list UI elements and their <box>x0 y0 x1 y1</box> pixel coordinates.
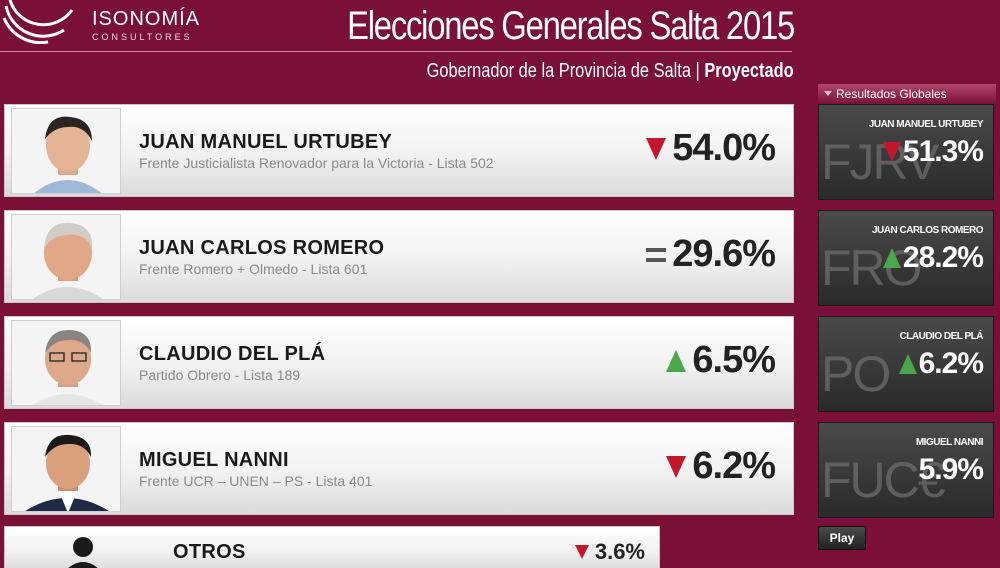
trend-up-icon <box>882 248 901 268</box>
global-result-delpla[interactable]: PO CLAUDIO DEL PLÁ 6.2% <box>818 316 994 412</box>
global-result-value: 6.2% <box>898 347 984 381</box>
global-result-name: MIGUEL NANNI <box>915 437 984 448</box>
trend-down-icon <box>882 142 901 162</box>
global-result-percent: 6.2% <box>918 347 984 380</box>
trend-down-icon <box>574 545 589 559</box>
trend-down-icon <box>666 455 687 478</box>
candidate-result: 6.2% <box>666 445 776 488</box>
global-result-value: 28.2% <box>882 241 984 275</box>
global-result-name: CLAUDIO DEL PLÁ <box>899 331 984 342</box>
candidate-photo <box>11 320 121 406</box>
global-result-name: JUAN CARLOS ROMERO <box>871 225 984 236</box>
candidate-percent: 6.2% <box>692 445 776 487</box>
candidate-result: 54.0% <box>646 127 776 170</box>
trend-up-icon <box>898 354 917 374</box>
page-title: Elecciones Generales Salta 2015 <box>347 4 795 48</box>
header-divider <box>0 51 792 52</box>
global-result-percent: 28.2% <box>902 241 984 274</box>
trend-down-icon <box>646 137 667 160</box>
candidate-photo <box>11 426 121 512</box>
candidate-name: JUAN CARLOS ROMERO <box>139 237 385 259</box>
subtitle-projected: Proyectado <box>704 60 794 82</box>
candidate-card-urtubey: JUAN MANUEL URTUBEY Frente Justicialista… <box>4 104 794 197</box>
global-result-nanni[interactable]: FUC€ MIGUEL NANNI 5.9% <box>818 422 994 518</box>
candidate-party: Frente Romero + Olmedo - Lista 601 <box>139 261 368 277</box>
isonomia-logo-icon <box>0 0 80 44</box>
logo-subtitle: CONSULTORES <box>92 32 193 42</box>
page-subtitle: Gobernador de la Provincia de Salta | Pr… <box>427 60 794 83</box>
play-button[interactable]: Play <box>818 526 866 550</box>
party-abbreviation: FRO <box>821 240 923 296</box>
subtitle-text: Gobernador de la Provincia de Salta | <box>426 60 705 82</box>
candidate-card-others: OTROS 3.6% <box>4 526 660 568</box>
candidate-percent: 54.0% <box>672 127 776 169</box>
global-result-value: 5.9% <box>918 453 984 487</box>
header: ISONOMÍA CONSULTORES Elecciones Generale… <box>0 0 1000 98</box>
results-panel-title: Resultados Globales <box>818 84 996 104</box>
person-silhouette-icon <box>61 533 105 568</box>
trend-equal-icon <box>646 247 667 262</box>
candidate-result: 6.5% <box>666 339 776 382</box>
candidate-party: Partido Obrero - Lista 189 <box>139 367 301 383</box>
candidate-percent: 3.6% <box>594 539 645 564</box>
party-abbreviation: FUC€ <box>821 452 946 508</box>
party-abbreviation: PO <box>821 346 891 402</box>
candidate-photo <box>11 108 121 194</box>
candidate-name: CLAUDIO DEL PLÁ <box>139 343 326 365</box>
global-result-romero[interactable]: FRO JUAN CARLOS ROMERO 28.2% <box>818 210 994 306</box>
candidate-name: JUAN MANUEL URTUBEY <box>139 131 393 153</box>
global-result-value: 51.3% <box>882 135 984 169</box>
global-result-percent: 5.9% <box>918 453 984 486</box>
candidate-name: MIGUEL NANNI <box>139 449 289 471</box>
candidate-result: 29.6% <box>646 233 776 276</box>
candidate-card-romero: JUAN CARLOS ROMERO Frente Romero + Olmed… <box>4 210 794 303</box>
candidate-percent: 29.6% <box>672 233 776 275</box>
candidate-card-nanni: MIGUEL NANNI Frente UCR – UNEN – PS - Li… <box>4 422 794 515</box>
global-result-name: JUAN MANUEL URTUBEY <box>868 119 984 130</box>
candidate-party: Frente Justicialista Renovador para la V… <box>139 155 494 171</box>
logo-name: ISONOMÍA <box>92 8 201 30</box>
party-abbreviation: FJRV <box>821 134 939 190</box>
candidate-photo <box>11 214 121 300</box>
global-result-percent: 51.3% <box>902 135 984 168</box>
candidate-party: Frente UCR – UNEN – PS - Lista 401 <box>139 473 373 489</box>
candidate-name: OTROS <box>173 541 246 563</box>
candidate-percent: 6.5% <box>692 339 776 381</box>
global-result-urtubey[interactable]: FJRV JUAN MANUEL URTUBEY 51.3% <box>818 104 994 200</box>
trend-up-icon <box>666 349 687 372</box>
candidate-card-delpla: CLAUDIO DEL PLÁ Partido Obrero - Lista 1… <box>4 316 794 409</box>
candidate-result: 3.6% <box>574 539 645 565</box>
